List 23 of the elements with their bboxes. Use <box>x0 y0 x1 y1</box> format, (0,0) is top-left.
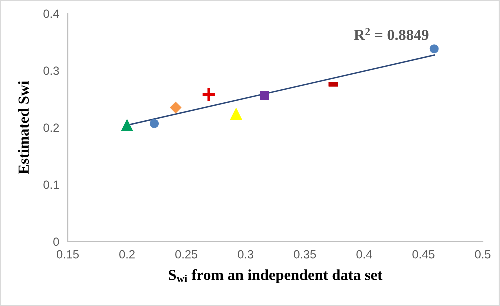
point <box>170 102 182 114</box>
y-axis-title: Estimated Swi <box>18 81 30 174</box>
point <box>150 119 160 128</box>
point <box>201 87 217 102</box>
y-tick-label: 0.4 <box>44 10 60 18</box>
y-tick-label: 0.2 <box>44 124 60 132</box>
x-tick-label: 0.25 <box>176 250 198 259</box>
annotation: R$^{2}$ = 0.8849 <box>354 28 429 40</box>
x-tick-label: 0.35 <box>294 250 316 259</box>
x-tick-label: 0.3 <box>238 250 254 259</box>
y-tick-label: 0 <box>54 238 60 246</box>
point <box>260 91 270 100</box>
point <box>230 108 242 120</box>
y-tick-label: 0.3 <box>44 66 60 76</box>
x-tick-label: 0.15 <box>56 250 79 259</box>
x-tick-label: 0.2 <box>120 250 135 259</box>
x-tick-label: 0.4 <box>356 250 372 259</box>
x-tick-label: 0.5 <box>475 250 491 259</box>
x-tick-label: 0.45 <box>412 250 435 259</box>
point <box>121 120 134 132</box>
y-tick-label: 0.1 <box>44 180 60 190</box>
point <box>430 44 439 54</box>
x-axis-title: S$_{wi}$ from an independent data set <box>169 269 383 284</box>
